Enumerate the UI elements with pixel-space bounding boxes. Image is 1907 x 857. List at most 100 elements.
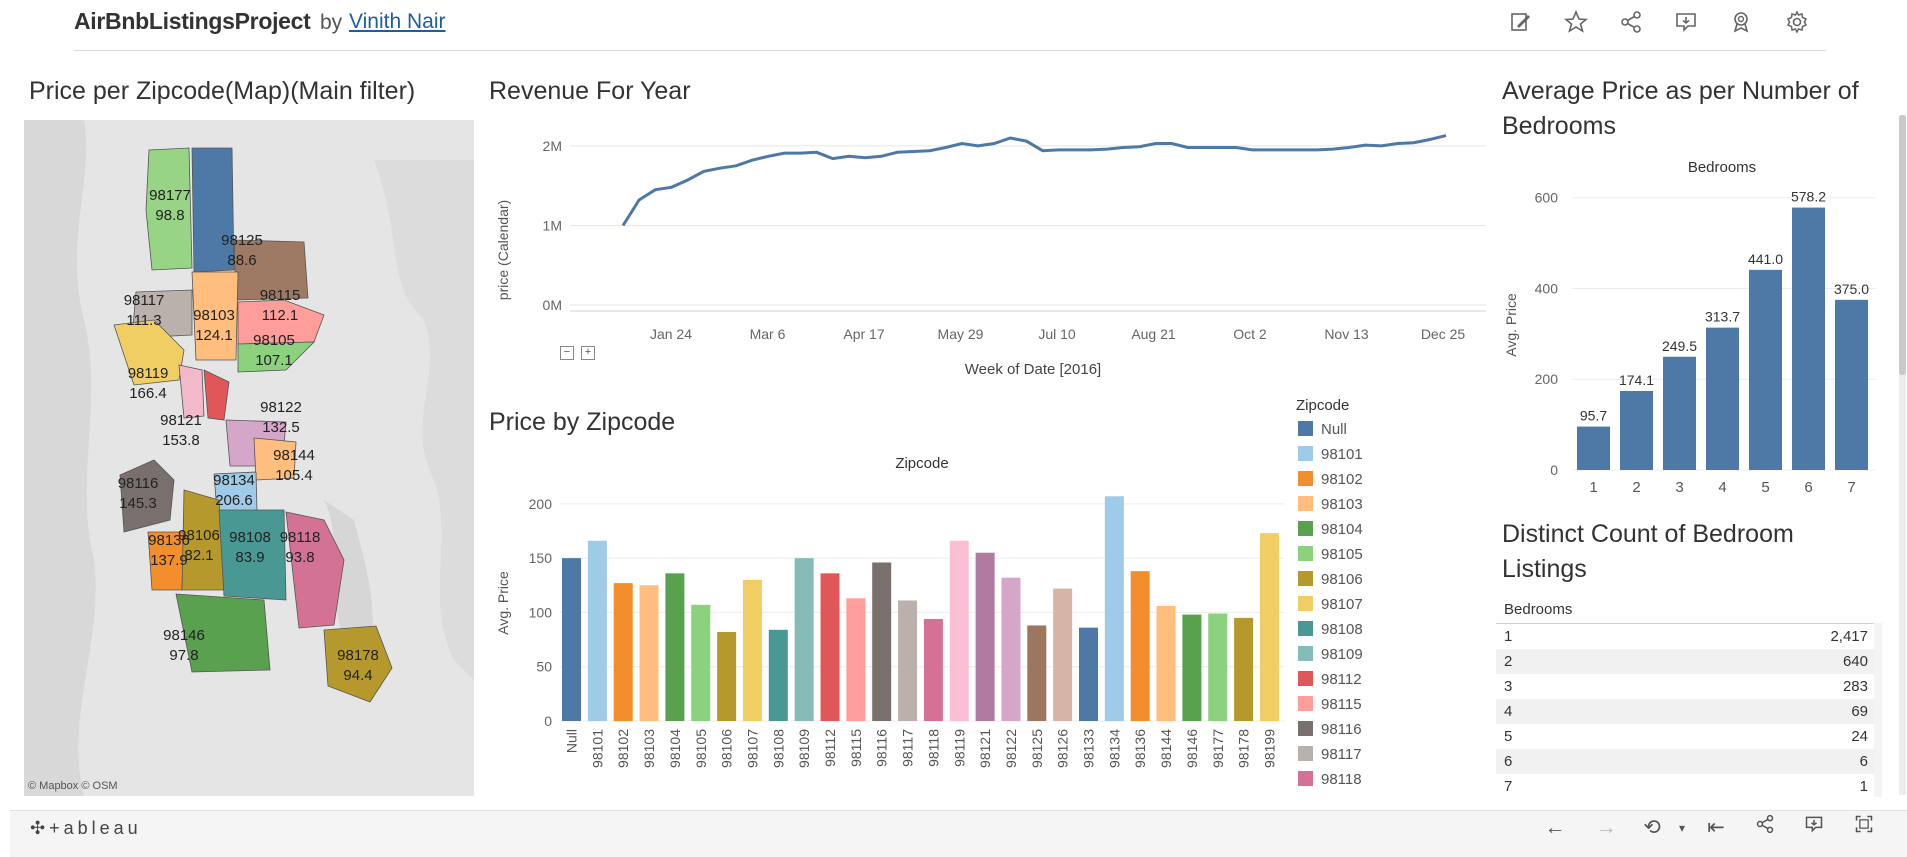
legend-item[interactable]: 98108	[1298, 621, 1363, 641]
table-row[interactable]: 5 24	[1496, 724, 1874, 749]
map-region-98178[interactable]	[323, 625, 393, 703]
map-region-98108[interactable]	[218, 509, 287, 601]
map-region-98144[interactable]	[253, 437, 297, 481]
page-scrollbar-track[interactable]	[1899, 115, 1906, 795]
legend-item[interactable]: 98109	[1298, 646, 1363, 666]
map-region-unlabeled[interactable]	[203, 369, 230, 421]
zipbar-bar-98144[interactable]	[1156, 605, 1176, 721]
zipbar-bar-98126[interactable]	[1053, 588, 1073, 721]
map-label-value: 88.6	[227, 252, 256, 269]
zipbar-bar-98115[interactable]	[846, 598, 866, 721]
revert-icon[interactable]: ⟲	[1643, 816, 1661, 839]
bedroom-y-tick: 0	[1550, 462, 1558, 478]
zipbar-bar-98136[interactable]	[1130, 571, 1150, 721]
star-icon[interactable]	[1563, 9, 1589, 36]
redo-icon[interactable]: →	[1595, 816, 1617, 839]
zipbar-bar-98105[interactable]	[691, 604, 711, 721]
bedroom-count-table[interactable]: 1 2,417 2 640 3 283 4 69 5 24 6 6 7 1	[1496, 623, 1874, 799]
zipbar-bar-98108[interactable]	[768, 629, 788, 721]
zipbar-bar-98112[interactable]	[820, 573, 840, 721]
zipbar-bar-98116[interactable]	[872, 562, 892, 721]
legend-item[interactable]: 98102	[1298, 471, 1363, 491]
revert-menu-chevron-icon[interactable]: ▾	[1678, 821, 1686, 835]
zipbar-bar-98178[interactable]	[1234, 617, 1254, 721]
zipbar-bar-98117[interactable]	[898, 600, 918, 721]
footer-share-icon[interactable]	[1751, 814, 1779, 842]
zoom-out-button[interactable]: −	[560, 346, 574, 360]
bedroom-bar-4[interactable]	[1706, 327, 1739, 470]
legend-item[interactable]: 98105	[1298, 546, 1363, 566]
bedroom-bar-1[interactable]	[1577, 426, 1610, 470]
share-icon[interactable]	[1618, 10, 1644, 36]
zipbar-bar-98104[interactable]	[665, 573, 685, 721]
legend-item[interactable]: 98117	[1298, 746, 1362, 766]
map-label-value: 153.8	[162, 432, 200, 449]
zoom-in-button[interactable]: +	[581, 346, 595, 360]
zipbar-bar-98199[interactable]	[1259, 533, 1279, 721]
bedroom-bar-5[interactable]	[1749, 269, 1782, 470]
map-region-98119[interactable]	[113, 319, 185, 386]
legend-item[interactable]: 98116	[1298, 721, 1362, 741]
revenue-chart[interactable]: 0M 1M 2M Jan 24 Mar 6 Apr 17 May 29 Jul 10 Aug …	[490, 110, 1490, 385]
map-region-98103[interactable]	[191, 271, 239, 361]
zipbar-bar-98134[interactable]	[1104, 496, 1124, 721]
zipcode-map[interactable]: 98177 98.8 98125 88.6 98117 111.3 98103 124.1 98…	[24, 120, 474, 796]
table-row[interactable]: 2 640	[1496, 649, 1874, 674]
table-row[interactable]: 1 2,417	[1496, 624, 1874, 649]
zipbar-bar-98118[interactable]	[923, 618, 943, 721]
bedroom-bar-7[interactable]	[1835, 299, 1868, 470]
legend-item[interactable]: 98101	[1298, 446, 1363, 466]
table-row[interactable]: 3 283	[1496, 674, 1874, 699]
fullscreen-icon[interactable]	[1850, 814, 1878, 842]
zipbar-bar-98109[interactable]	[794, 558, 814, 721]
zipbar-bar-98177[interactable]	[1208, 613, 1228, 721]
bedroom-price-chart[interactable]: Bedrooms Avg. Price 0 200 400 600 95.7 174.1…	[1496, 150, 1886, 500]
table-row[interactable]: 4 69	[1496, 699, 1874, 724]
zipbar-bar-98125[interactable]	[1027, 625, 1047, 721]
map-region-98177[interactable]	[145, 147, 193, 271]
undo-icon[interactable]: ←	[1544, 816, 1566, 839]
download-icon[interactable]	[1800, 814, 1828, 842]
bedroom-bar-6[interactable]	[1792, 207, 1825, 470]
legend-item[interactable]: 98115	[1298, 696, 1362, 716]
zipbar-bar-98103[interactable]	[639, 585, 659, 721]
legend-item[interactable]: 98103	[1298, 496, 1363, 516]
map-region-98118[interactable]	[285, 511, 345, 629]
map-region-98105[interactable]	[237, 341, 315, 373]
zipbar-bar-Null[interactable]	[562, 558, 581, 721]
gear-icon[interactable]	[1784, 10, 1810, 36]
page-scrollbar-thumb[interactable]	[1899, 115, 1906, 375]
legend-item[interactable]: 98107	[1298, 596, 1363, 616]
zipbar-chart[interactable]: Zipcode Avg. Price 0 50 100 150 200 Null 9810…	[490, 448, 1290, 798]
map-region-98115[interactable]	[237, 299, 325, 345]
legend-item[interactable]: 98106	[1298, 571, 1363, 591]
zipbar-bar-98121[interactable]	[975, 552, 995, 721]
bedroom-bar-2[interactable]	[1620, 390, 1653, 470]
legend-item[interactable]: Null	[1298, 421, 1347, 441]
zipbar-bar-98122[interactable]	[1001, 577, 1021, 721]
map-region-98116[interactable]	[119, 459, 175, 533]
zipbar-bar-98106[interactable]	[717, 631, 737, 721]
legend-item[interactable]: 98112	[1298, 671, 1362, 691]
author-link[interactable]: Vinith Nair	[349, 10, 446, 33]
map-region-unlabeled[interactable]	[191, 147, 235, 273]
map-region-98121[interactable]	[178, 364, 205, 419]
zipbar-bar-98146[interactable]	[1182, 614, 1202, 721]
map-region-98146[interactable]	[175, 593, 271, 673]
edit-icon[interactable]	[1508, 10, 1534, 36]
table-scrollbar[interactable]	[1874, 623, 1882, 797]
comment-icon[interactable]	[1673, 10, 1699, 36]
legend-item[interactable]: 98104	[1298, 521, 1363, 541]
reset-icon[interactable]: ⇤	[1707, 816, 1725, 839]
legend-item[interactable]: 98118	[1298, 771, 1362, 791]
zipbar-bar-98102[interactable]	[613, 583, 633, 721]
zipbar-bar-98119[interactable]	[949, 540, 969, 721]
zipbar-bar-98107[interactable]	[742, 579, 762, 721]
bedroom-bar-3[interactable]	[1663, 356, 1696, 470]
zipbar-bar-98101[interactable]	[587, 540, 607, 721]
zipbar-bar-98133[interactable]	[1079, 627, 1098, 721]
tableau-logo[interactable]: ✣+ableau	[30, 818, 142, 839]
badge-icon[interactable]	[1728, 10, 1754, 36]
